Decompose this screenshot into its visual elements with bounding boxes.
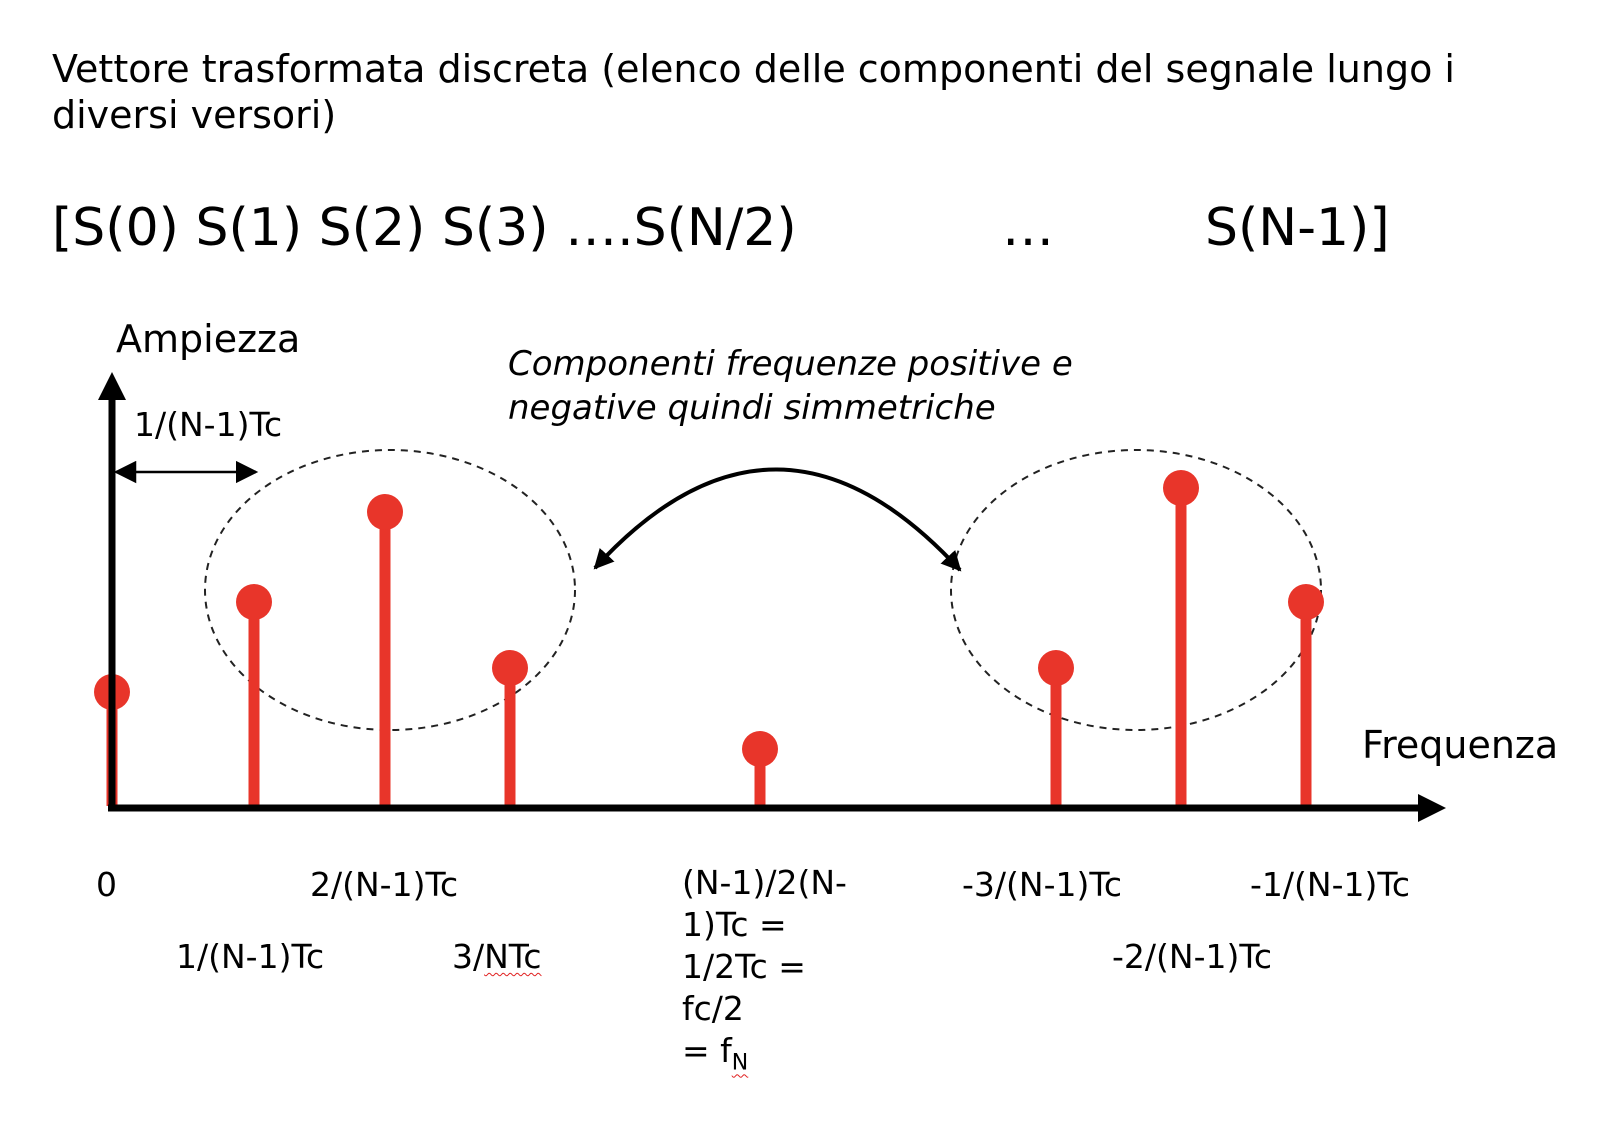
tick-label-neg3: -3/(N-1)Tc — [962, 865, 1123, 904]
stem-S-2-marker — [1163, 470, 1199, 506]
nyquist-line-3: 1/2Tc = — [682, 947, 806, 986]
tick-label-3-prefix: 3/ — [452, 937, 485, 976]
tick-label-3: 3/NTc — [452, 940, 542, 973]
slide-title: Vettore trasformata discreta (elenco del… — [52, 47, 1455, 137]
y-axis-arrowhead — [98, 372, 126, 400]
stem-S1-marker — [236, 584, 272, 620]
x-axis-label: Frequenza — [1362, 723, 1559, 767]
nyquist-line-1: (N-1)/2(N- — [682, 863, 847, 902]
stem-SN2-marker — [742, 731, 778, 767]
symmetry-note-line2: negative quindi simmetriche — [508, 388, 996, 428]
tick-label-2: 2/(N-1)Tc — [310, 865, 459, 904]
nyquist-subscript: N — [731, 1050, 749, 1076]
stem-S3-marker — [492, 650, 528, 686]
dft-vector-ellipsis: … — [1002, 198, 1054, 258]
tick-label-neg1: -1/(N-1)Tc — [1250, 865, 1411, 904]
stem-S2-marker — [367, 494, 403, 530]
spectrum-stems — [94, 470, 1324, 806]
dft-vector-last: S(N-1)] — [1205, 198, 1390, 258]
symmetry-arrow — [593, 467, 962, 572]
nyquist-line-2: 1)Tc = — [682, 905, 787, 944]
x-axis-arrowhead — [1418, 794, 1446, 822]
negative-frequencies-ellipse — [950, 449, 1322, 731]
nyquist-line-5: = fN — [682, 1030, 902, 1085]
tick-label-1: 1/(N-1)Tc — [176, 937, 325, 976]
tick-label-zero: 0 — [96, 865, 117, 904]
nyquist-line-4: fc/2 — [682, 989, 744, 1028]
nyquist-line-5-prefix: = f — [682, 1031, 732, 1070]
dft-vector: [S(0) S(1) S(2) S(3) ….S(N/2) … S(N-1)] — [52, 202, 1452, 262]
stem-S-3-marker — [1038, 650, 1074, 686]
stem-S-1-marker — [1288, 584, 1324, 620]
positive-frequencies-ellipse — [204, 449, 576, 731]
nyquist-label: (N-1)/2(N- 1)Tc = 1/2Tc = fc/2 = fN — [682, 862, 902, 1085]
symmetry-note-line1: Componenti frequenze positive e — [508, 344, 1073, 384]
dft-vector-first-half: [S(0) S(1) S(2) S(3) ….S(N/2) — [52, 198, 797, 258]
tick-label-3-squiggle: NTc — [484, 937, 542, 976]
tick-label-neg2: -2/(N-1)Tc — [1112, 937, 1273, 976]
y-axis-label: Ampiezza — [116, 317, 301, 361]
spacing-label: 1/(N-1)Tc — [134, 405, 283, 444]
